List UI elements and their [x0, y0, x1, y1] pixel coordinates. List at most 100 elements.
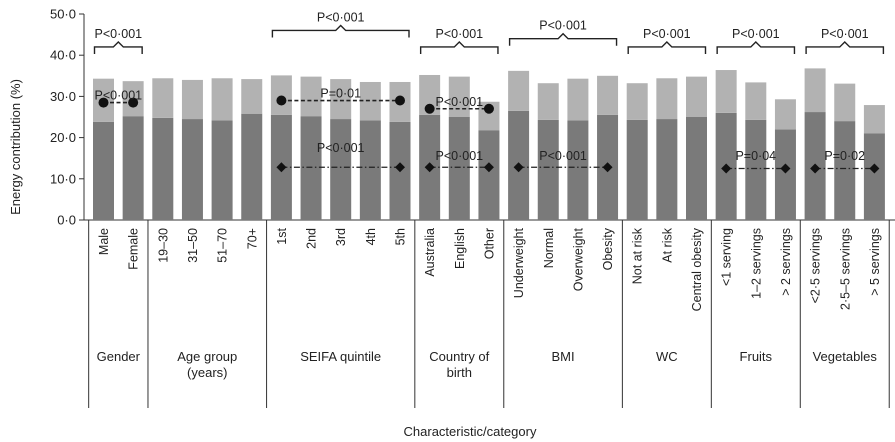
bar-lower	[93, 121, 114, 220]
y-tick-label: 10·0	[50, 171, 76, 186]
category-label: 2·5–5 servings	[838, 228, 852, 310]
bar-upper	[597, 75, 619, 115]
bar-upper	[537, 83, 559, 120]
group-label: Vegetables	[813, 349, 878, 364]
category-label: Female	[127, 228, 141, 270]
circle-marker	[424, 103, 435, 114]
bar-lower	[211, 120, 233, 220]
bar-lower	[745, 119, 767, 220]
bracket-p-value: P<0·001	[95, 27, 143, 41]
bar-upper	[626, 83, 648, 120]
bar-lower	[656, 119, 678, 220]
bar-upper	[152, 78, 174, 118]
bar-upper	[300, 76, 322, 117]
category-label: Normal	[542, 228, 556, 268]
y-tick-label: 30·0	[50, 89, 76, 104]
bar-lower	[359, 120, 381, 220]
y-tick-label: 20·0	[50, 130, 76, 145]
category-label: Central obesity	[690, 227, 704, 311]
bar-lower	[834, 121, 856, 220]
category-label: 19–30	[156, 228, 170, 263]
bar-upper	[863, 105, 885, 134]
annotations-layer: P<0·001 P<0·001 P<0·001 P<0·001 P<0·001 P<0·0…	[93, 10, 885, 174]
category-label: <1 serving	[720, 228, 734, 286]
total-bracket	[508, 32, 618, 46]
diamond-marker	[721, 163, 732, 174]
circle-marker	[276, 95, 287, 106]
diamond-p-value: P<0·001	[317, 141, 365, 155]
y-tick-label: 40·0	[50, 48, 76, 63]
bracket-p-value: P<0·001	[435, 27, 483, 41]
group-labels-layer: Gender Age group(years) SEIFA quintile Coun…	[88, 220, 890, 408]
category-label: English	[453, 228, 467, 269]
category-label: <2·5 servings	[809, 228, 823, 303]
bar-lower	[241, 113, 263, 220]
diamond-marker	[780, 163, 791, 174]
bar-upper	[270, 75, 292, 115]
bar-lower	[537, 119, 559, 220]
bar-lower	[626, 119, 648, 220]
bar-lower	[863, 133, 885, 220]
diamond-marker	[424, 162, 435, 173]
category-label: 3rd	[334, 228, 348, 246]
diamond-marker	[810, 163, 821, 174]
bracket-p-value: P<0·001	[732, 27, 780, 41]
bar-upper	[567, 78, 589, 121]
bracket-p-value: P<0·001	[317, 10, 365, 24]
y-tick-label: 0·0	[57, 213, 76, 228]
total-bracket	[716, 40, 796, 54]
bar-upper	[419, 74, 441, 115]
bar-lower	[774, 129, 796, 220]
bar-lower	[300, 116, 322, 220]
bar-upper	[211, 78, 233, 121]
category-label: At risk	[660, 227, 674, 262]
group-label: Age group	[177, 349, 237, 364]
category-label: Australia	[423, 228, 437, 277]
bar-upper	[745, 82, 767, 120]
category-label: 5th	[394, 228, 408, 245]
bar-upper	[359, 81, 381, 121]
category-label: Other	[482, 228, 496, 259]
circle-marker	[128, 97, 139, 108]
category-label: Obesity	[601, 227, 615, 270]
bar-upper	[448, 76, 470, 117]
bar-upper	[834, 83, 856, 122]
category-label: 70+	[245, 228, 259, 249]
category-label: 1–2 servings	[749, 228, 763, 299]
bar-upper	[181, 79, 203, 120]
total-bracket	[419, 40, 499, 54]
bar-upper	[804, 68, 826, 113]
diamond-p-value: P=0·04	[735, 149, 776, 163]
group-label: BMI	[552, 349, 575, 364]
group-label: WC	[656, 349, 678, 364]
diamond-marker	[869, 163, 880, 174]
category-label: 4th	[364, 228, 378, 245]
bar-lower	[478, 130, 500, 220]
category-label: 1st	[275, 227, 289, 244]
circle-marker	[483, 103, 494, 114]
total-bracket	[93, 40, 143, 54]
bar-upper	[656, 78, 678, 120]
category-label: Male	[97, 228, 111, 255]
diamond-marker	[395, 162, 405, 173]
category-label: Overweight	[571, 227, 585, 291]
bar-lower	[330, 119, 352, 220]
bar-upper	[774, 99, 796, 130]
circle-p-value: P<0·001	[95, 89, 143, 103]
y-ticks-layer: 0·0 10·0 20·0 30·0 40·0 50·0	[50, 7, 84, 228]
bar-upper	[508, 70, 530, 111]
bracket-p-value: P<0·001	[539, 19, 587, 33]
diamond-marker	[602, 162, 613, 173]
bar-lower	[122, 116, 144, 220]
bar-lower	[567, 120, 589, 220]
group-label: (years)	[187, 365, 227, 380]
bracket-p-value: P<0·001	[821, 27, 869, 41]
category-label: 31–50	[186, 228, 200, 263]
category-label: Underweight	[512, 227, 526, 298]
bar-upper	[241, 79, 263, 114]
x-axis-title: Characteristic/category	[404, 424, 537, 439]
diamond-marker	[483, 162, 494, 173]
bar-upper	[330, 79, 352, 120]
total-bracket	[805, 40, 885, 54]
